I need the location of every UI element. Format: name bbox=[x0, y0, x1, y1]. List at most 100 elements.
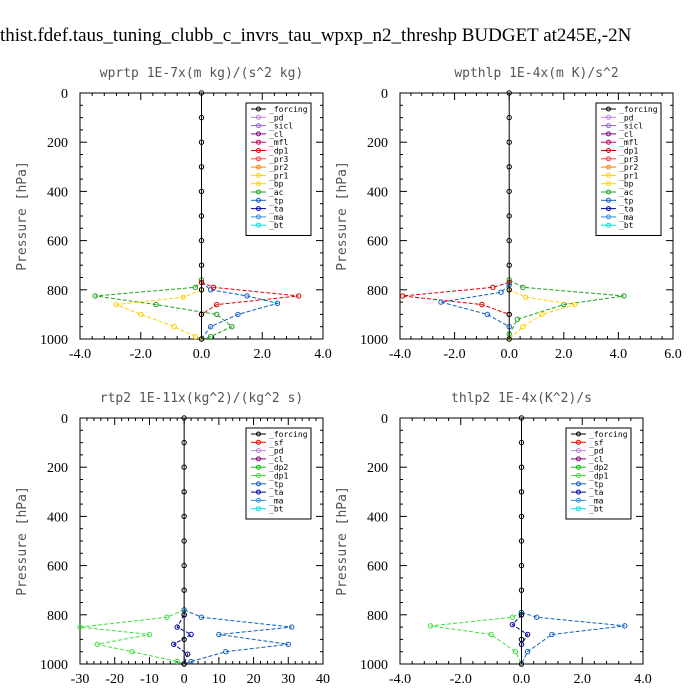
data-point bbox=[181, 587, 187, 593]
data-point bbox=[181, 415, 187, 421]
data-point bbox=[198, 262, 205, 268]
data-point bbox=[488, 631, 494, 638]
data-point bbox=[539, 311, 545, 318]
data-point bbox=[188, 631, 194, 638]
legend-marker bbox=[576, 481, 581, 487]
legend-entry: _bt bbox=[269, 221, 284, 230]
data-point bbox=[289, 624, 295, 630]
y-tick-label: 800 bbox=[47, 609, 68, 624]
y-tick-label: 0 bbox=[61, 412, 68, 427]
data-point bbox=[518, 439, 525, 446]
x-tick-label: -4.0 bbox=[389, 347, 411, 362]
data-point bbox=[181, 538, 187, 544]
data-point bbox=[514, 316, 521, 323]
data-point bbox=[572, 301, 578, 308]
panel-title: thlp2 1E-4x(K^2)/s bbox=[451, 391, 592, 406]
data-point bbox=[506, 164, 512, 170]
legend-marker bbox=[256, 106, 261, 112]
series-tp bbox=[518, 609, 628, 667]
data-point bbox=[498, 289, 504, 295]
data-point bbox=[524, 649, 531, 655]
data-point bbox=[216, 631, 222, 638]
data-point bbox=[138, 311, 144, 318]
series-forcing bbox=[181, 415, 187, 667]
x-tick-label: 0.0 bbox=[513, 672, 531, 687]
data-point bbox=[561, 301, 567, 308]
x-tick-label: 6.0 bbox=[664, 347, 682, 362]
data-point bbox=[198, 188, 205, 195]
legend-marker bbox=[256, 497, 261, 503]
legend-marker bbox=[606, 106, 611, 112]
data-point bbox=[210, 284, 217, 291]
y-tick-label: 400 bbox=[367, 510, 388, 525]
y-tick-label: 200 bbox=[367, 136, 388, 151]
legend: _forcing_sf_pd_cl_dp2_dp1_tp_ta_ma_bt bbox=[565, 427, 632, 520]
legend-marker bbox=[256, 489, 261, 495]
data-point bbox=[244, 293, 250, 299]
legend-marker bbox=[256, 464, 261, 470]
data-point bbox=[181, 489, 187, 495]
legend-entry: _cl bbox=[269, 130, 284, 139]
data-point bbox=[520, 284, 526, 291]
legend-entry: _ac bbox=[619, 188, 634, 197]
legend-entry: _bt bbox=[619, 221, 634, 230]
legend-marker bbox=[256, 439, 261, 445]
data-point bbox=[621, 293, 627, 299]
legend-marker bbox=[576, 497, 581, 503]
legend-entry: _cl bbox=[269, 455, 284, 464]
x-tick-label: -2.0 bbox=[450, 672, 472, 687]
data-point bbox=[171, 641, 177, 648]
x-tick-label: -2.0 bbox=[130, 347, 152, 362]
legend-marker bbox=[576, 506, 581, 512]
legend-marker bbox=[606, 164, 611, 170]
y-tick-label: 200 bbox=[47, 461, 68, 476]
data-point bbox=[509, 621, 516, 628]
data-point bbox=[92, 293, 98, 299]
legend-marker bbox=[256, 214, 261, 220]
x-tick-label: 0.0 bbox=[500, 347, 518, 362]
data-point bbox=[213, 311, 220, 318]
data-point bbox=[181, 439, 187, 446]
y-axis-label: Pressure [hPa] bbox=[335, 486, 350, 596]
data-point bbox=[192, 284, 199, 291]
legend-marker bbox=[256, 123, 261, 129]
data-point bbox=[213, 301, 220, 308]
legend-marker bbox=[606, 214, 611, 220]
series-line bbox=[201, 281, 299, 315]
data-point bbox=[506, 213, 512, 219]
data-point bbox=[181, 513, 187, 520]
legend-entry: _mfl bbox=[269, 138, 288, 147]
x-tick-label: -4.0 bbox=[69, 347, 91, 362]
legend-entry: _pd bbox=[619, 113, 634, 122]
x-tick-label: 10 bbox=[212, 672, 226, 687]
legend-entry: _dp1 bbox=[269, 472, 288, 481]
x-tick-label: -10 bbox=[140, 672, 159, 687]
data-point bbox=[506, 139, 512, 145]
data-point bbox=[181, 464, 187, 470]
legend-entry: _dp2 bbox=[589, 463, 608, 472]
legend-entry: _bp bbox=[269, 180, 284, 189]
legend-entry: _ta bbox=[269, 488, 284, 497]
legend-entry: _forcing bbox=[619, 105, 658, 114]
y-tick-label: 800 bbox=[367, 284, 388, 299]
legend: _forcing_pd_sicl_cl_mfl_dp1_pr3_pr2_pr1_… bbox=[245, 102, 312, 236]
series-forcing bbox=[198, 90, 205, 342]
legend-entry: _cl bbox=[619, 130, 634, 139]
data-point bbox=[181, 636, 187, 643]
legend-marker bbox=[256, 481, 261, 487]
x-tick-label: 2.0 bbox=[254, 347, 272, 362]
data-point bbox=[520, 324, 526, 330]
panel-title: wprtp 1E-7x(m kg)/(s^2 kg) bbox=[100, 66, 304, 81]
y-tick-label: 0 bbox=[61, 87, 68, 102]
y-tick-label: 1000 bbox=[360, 333, 388, 348]
legend-marker bbox=[256, 197, 261, 203]
legend-marker bbox=[606, 222, 611, 228]
series-line bbox=[116, 289, 202, 340]
legend-marker bbox=[606, 172, 611, 178]
y-tick-label: 600 bbox=[367, 235, 388, 250]
data-point bbox=[235, 311, 241, 318]
y-tick-label: 400 bbox=[367, 185, 388, 200]
legend-marker bbox=[256, 148, 261, 153]
legend-entry: _sicl bbox=[619, 122, 643, 131]
y-tick-label: 1000 bbox=[40, 658, 68, 673]
